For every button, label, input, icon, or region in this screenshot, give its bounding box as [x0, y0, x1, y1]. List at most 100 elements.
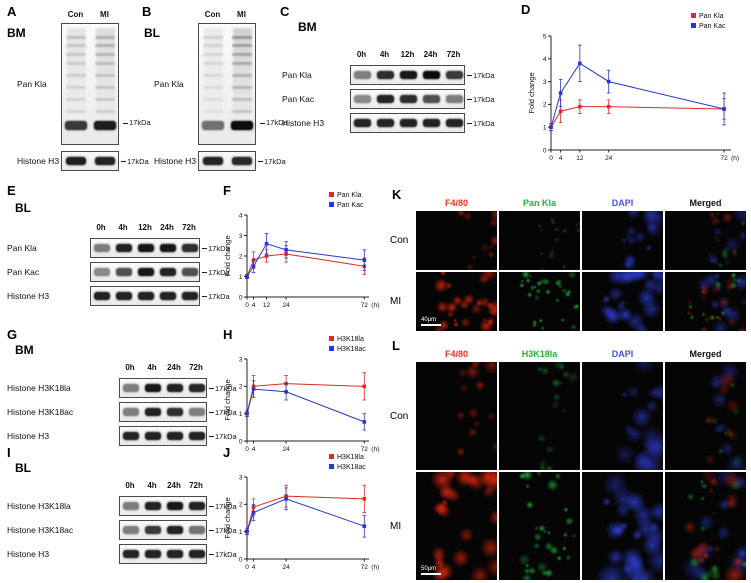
tissue-label: BM [7, 26, 26, 40]
micro-image [665, 472, 746, 580]
smear-band [203, 86, 223, 89]
lane-label: 72h [189, 363, 203, 372]
lane-label: 12h [400, 50, 415, 59]
lane-label: 72h [189, 481, 203, 490]
smear-band [66, 86, 86, 89]
immunofluorescence-grid-L: F4/80 H3K18la DAPI Merged Con MI 50μm [390, 349, 746, 580]
protein-band [123, 502, 139, 510]
svg-text:0: 0 [543, 147, 547, 154]
channel-header: DAPI [611, 349, 634, 359]
protein-band [189, 502, 205, 510]
protein-band [189, 432, 205, 440]
blot-box [198, 23, 256, 145]
protein-band [123, 550, 139, 558]
svg-text:3: 3 [239, 356, 243, 363]
condition-label: Con [390, 410, 409, 422]
svg-text:H3K18ac: H3K18ac [337, 464, 366, 471]
protein-band [167, 502, 183, 510]
protein-band [95, 157, 115, 165]
lane-label: 72h [446, 50, 461, 59]
svg-text:4: 4 [239, 212, 243, 219]
protein-band [160, 292, 176, 300]
lane-label: 24h [423, 50, 438, 59]
blot-row: Histone H3K18ac 17kDa [7, 520, 237, 540]
protein-band [145, 408, 161, 416]
mw-marker: 17kDa [209, 526, 237, 535]
blot-row: Histone H3K18ac 17kDa [7, 402, 237, 422]
blot-box [119, 544, 207, 564]
svg-text:Fold change: Fold change [527, 72, 536, 113]
svg-text:24: 24 [282, 302, 290, 309]
fold-change-chart-F: 0 1 2 3 4 0 4 12 24 72 (h) Fold change Pan Kla Pan Ka… [223, 189, 387, 320]
svg-text:24: 24 [282, 564, 290, 571]
svg-text:0: 0 [239, 556, 243, 563]
micro-image: 50μm [416, 472, 497, 580]
svg-text:3: 3 [239, 233, 243, 240]
panel-letter: E [7, 183, 16, 198]
mw-marker: 17kDa [467, 95, 495, 104]
smear-band [203, 44, 223, 47]
tissue-label: BL [15, 201, 31, 215]
protein-band [94, 244, 110, 252]
protein-band [182, 244, 198, 252]
mw-marker: 17kDa [209, 432, 237, 441]
antibody-label: Histone H3 [17, 156, 60, 166]
lane-labels: 0h 4h 12h 24h 72h [282, 50, 495, 61]
mw-marker: 17kDa [209, 502, 237, 511]
lane-label: Con [204, 10, 221, 19]
svg-text:4: 4 [252, 302, 256, 309]
mw-marker: 17kDa [209, 408, 237, 417]
protein-band [138, 292, 154, 300]
svg-text:24: 24 [282, 446, 290, 453]
micro-row: Con [390, 211, 746, 270]
smear-band [203, 53, 223, 56]
antibody-label: Pan Kla [282, 70, 312, 80]
channel-headers: F4/80 Pan Kla DAPI Merged [390, 198, 746, 209]
lane-labels: Con MI [17, 10, 149, 21]
svg-text:Fold change: Fold change [223, 379, 232, 420]
channel-header: Merged [689, 198, 722, 208]
blot-box [350, 65, 465, 85]
smear-band [232, 98, 252, 101]
mw-marker: 17kDa [260, 118, 288, 127]
blot-box [90, 262, 200, 282]
protein-band [167, 432, 183, 440]
antibody-label: Histone H3 [7, 291, 50, 301]
svg-text:1: 1 [543, 125, 547, 132]
micro-image [665, 272, 746, 331]
fold-change-chart-J: 0 1 2 3 0 4 24 72 (h) Fold change H3K18la H3K18ac [223, 451, 387, 582]
smear-column [233, 28, 252, 116]
smear-band [95, 86, 115, 89]
antibody-label: Pan Kla [7, 243, 37, 253]
svg-text:0: 0 [245, 302, 249, 309]
smear-band [232, 62, 252, 65]
protein-band [123, 408, 139, 416]
smear-band [95, 44, 115, 47]
svg-text:H3K18ac: H3K18ac [337, 346, 366, 353]
mw-marker: 17kDa [202, 244, 230, 253]
svg-text:(h): (h) [731, 155, 739, 162]
protein-band [423, 71, 440, 79]
protein-band [182, 292, 198, 300]
protein-band [446, 119, 463, 127]
smear-band [66, 53, 86, 56]
protein-band [123, 432, 139, 440]
smear-band [203, 110, 223, 113]
blot-lane-wrap: 17kDa [198, 23, 288, 145]
micro-row: MI 40μm [390, 272, 746, 331]
lane-label: 24h [167, 363, 181, 372]
protein-band [423, 95, 440, 103]
micro-image [582, 362, 663, 470]
svg-text:(h): (h) [371, 302, 379, 309]
lane-label: 4h [118, 223, 128, 232]
panel-D: D 0 1 2 3 4 5 0 4 12 24 72 (h) Fold change Pan Kla Pan… [519, 2, 751, 174]
tissue-label: BL [15, 461, 31, 475]
svg-text:Fold change: Fold change [223, 497, 232, 538]
protein-band [167, 408, 183, 416]
panel-G: G BM 0h 4h 24h 72h Histone H3K18la 17kDa Histo… [5, 327, 257, 446]
protein-band [377, 119, 394, 127]
protein-band [66, 157, 86, 165]
condition-label: Con [390, 235, 409, 246]
